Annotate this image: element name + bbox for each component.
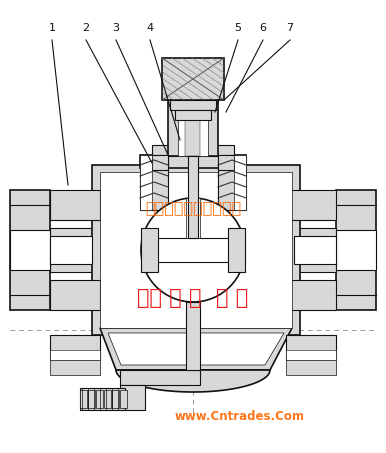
Polygon shape xyxy=(286,360,336,375)
Polygon shape xyxy=(188,156,198,238)
Text: 6: 6 xyxy=(259,23,266,33)
Text: www.Cntrades.Com: www.Cntrades.Com xyxy=(175,410,305,424)
Polygon shape xyxy=(50,350,100,360)
Polygon shape xyxy=(80,390,87,408)
Polygon shape xyxy=(175,110,211,120)
Polygon shape xyxy=(50,360,100,375)
Polygon shape xyxy=(88,390,95,408)
Text: 7: 7 xyxy=(286,23,294,33)
Text: 5: 5 xyxy=(235,23,242,33)
Polygon shape xyxy=(336,190,376,310)
Text: 2: 2 xyxy=(83,23,90,33)
Polygon shape xyxy=(140,155,152,210)
Polygon shape xyxy=(286,335,336,360)
Polygon shape xyxy=(116,370,270,392)
Polygon shape xyxy=(112,390,119,408)
Polygon shape xyxy=(286,280,336,310)
Polygon shape xyxy=(50,228,92,272)
Polygon shape xyxy=(152,155,168,170)
Polygon shape xyxy=(141,238,245,262)
Polygon shape xyxy=(178,100,208,156)
Text: 浙江上欧阀门有限公司: 浙江上欧阀门有限公司 xyxy=(145,201,241,216)
Polygon shape xyxy=(104,390,111,408)
Polygon shape xyxy=(336,230,376,270)
Polygon shape xyxy=(141,228,158,272)
Polygon shape xyxy=(286,350,336,360)
Polygon shape xyxy=(140,155,168,210)
Polygon shape xyxy=(186,302,200,370)
Polygon shape xyxy=(120,385,145,410)
Polygon shape xyxy=(100,328,292,370)
Polygon shape xyxy=(50,280,100,310)
Polygon shape xyxy=(96,390,103,408)
Polygon shape xyxy=(180,100,206,120)
Polygon shape xyxy=(218,155,234,170)
Text: 浙江 上 欧  阀 门: 浙江 上 欧 阀 门 xyxy=(137,288,249,308)
Polygon shape xyxy=(168,100,218,156)
Polygon shape xyxy=(120,370,200,385)
Polygon shape xyxy=(140,155,246,168)
Text: 3: 3 xyxy=(112,23,120,33)
Polygon shape xyxy=(100,172,292,328)
Polygon shape xyxy=(10,190,50,310)
Polygon shape xyxy=(286,190,336,220)
Polygon shape xyxy=(170,100,216,110)
Polygon shape xyxy=(294,236,336,264)
Polygon shape xyxy=(294,228,336,272)
Polygon shape xyxy=(185,100,200,156)
Polygon shape xyxy=(234,155,246,210)
Polygon shape xyxy=(10,230,50,270)
Polygon shape xyxy=(120,390,127,408)
Polygon shape xyxy=(218,155,246,210)
Polygon shape xyxy=(162,58,224,100)
Polygon shape xyxy=(152,145,234,156)
Circle shape xyxy=(141,198,245,302)
Polygon shape xyxy=(50,190,100,220)
Polygon shape xyxy=(80,388,125,410)
Polygon shape xyxy=(186,198,200,238)
Polygon shape xyxy=(50,335,100,360)
Polygon shape xyxy=(50,236,92,264)
Text: 1: 1 xyxy=(49,23,56,33)
Polygon shape xyxy=(92,165,300,335)
Polygon shape xyxy=(228,228,245,272)
Text: 4: 4 xyxy=(146,23,154,33)
Polygon shape xyxy=(108,333,284,365)
